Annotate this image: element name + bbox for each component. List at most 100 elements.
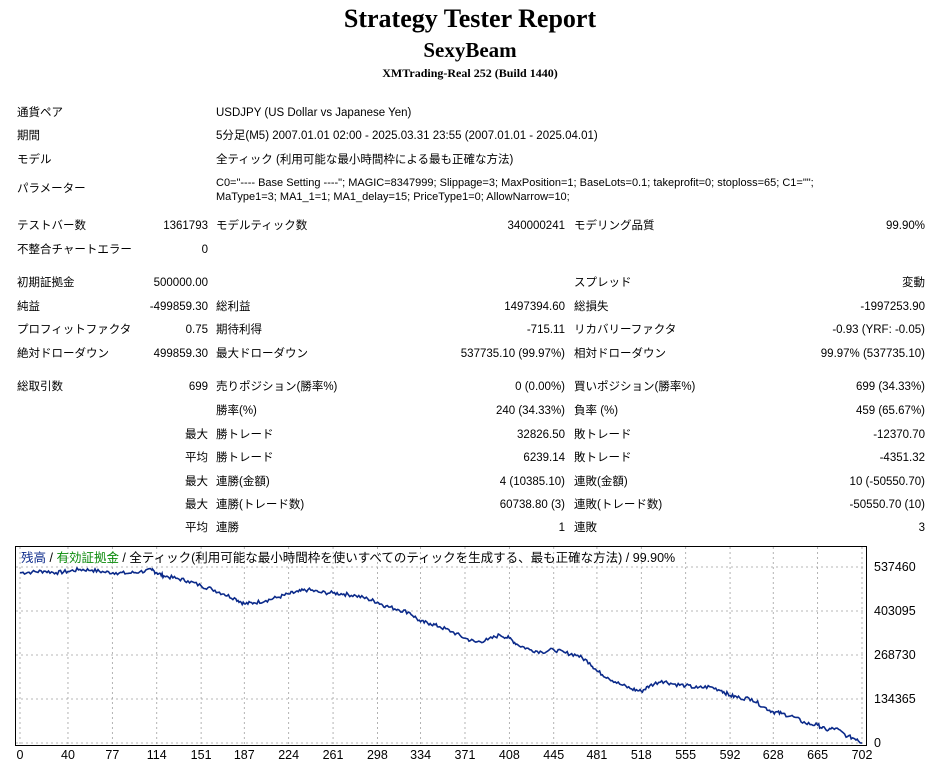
total-trades-label: 総取引数 — [17, 381, 63, 393]
expert-name: SexyBeam — [423, 38, 517, 62]
loss-rate-label: 負率 (%) — [574, 405, 619, 417]
avg-cons-win-value: 1 — [558, 522, 565, 534]
model-label: モデル — [17, 154, 52, 166]
largest-label: 最大 — [185, 429, 208, 441]
bars-label: テストバー数 — [17, 220, 86, 232]
expected-payoff-label: 期待利得 — [216, 324, 262, 336]
net-profit-label: 純益 — [17, 301, 40, 313]
spread-value: 変動 — [902, 277, 925, 289]
mismatch-label: 不整合チャートエラー — [17, 244, 132, 256]
y-tick-label: 403095 — [874, 604, 916, 618]
gross-profit-label: 総利益 — [216, 301, 251, 313]
x-tick-label: 628 — [762, 748, 784, 762]
win-rate-value: 240 (34.33%) — [495, 405, 565, 417]
profit-factor-value: 0.75 — [185, 324, 208, 336]
x-tick-label: 298 — [366, 748, 388, 762]
x-tick-label: 518 — [630, 748, 652, 762]
x-tick-label: 0 — [16, 748, 24, 762]
max-cons-win-count-value: 60738.80 (3) — [499, 499, 565, 511]
quality-value: 99.90% — [885, 220, 925, 232]
net-profit-value: -499859.30 — [149, 301, 208, 313]
balance-chart-plot — [16, 547, 866, 745]
x-tick-label: 481 — [586, 748, 608, 762]
avg-win-value: 6239.14 — [523, 452, 565, 464]
symbol-value: USDJPY (US Dollar vs Japanese Yen) — [216, 107, 412, 119]
max-cons-loss-amount-value: 10 (-50550.70) — [849, 476, 925, 488]
spread-label: スプレッド — [574, 277, 632, 289]
max-cons-win-amount-value: 4 (10385.10) — [499, 476, 565, 488]
abs-drawdown-value: 499859.30 — [153, 348, 208, 360]
balance-line — [20, 566, 862, 744]
gross-loss-label: 総損失 — [574, 301, 609, 313]
params-label: パラメーター — [17, 183, 86, 195]
total-trades-value: 699 — [188, 381, 208, 393]
max-cons-loss-amount-label: 連敗(金額) — [574, 476, 628, 488]
ticks-label: モデルティック数 — [216, 220, 308, 232]
largest-loss-value: -12370.70 — [873, 429, 925, 441]
gross-profit-value: 1497394.60 — [504, 301, 565, 313]
x-tick-label: 261 — [322, 748, 344, 762]
avg-cons-loss-label: 連敗 — [574, 522, 597, 534]
server-info: XMTrading-Real 252 (Build 1440) — [382, 66, 558, 80]
x-tick-label: 77 — [105, 748, 120, 762]
profit-factor-label: プロフィットファクタ — [17, 324, 132, 336]
x-tick-label: 445 — [543, 748, 565, 762]
balance-chart — [15, 546, 867, 746]
report-title: Strategy Tester Report — [343, 4, 597, 33]
avg-loss-label: 敗トレード — [574, 452, 632, 464]
rel-drawdown-label: 相対ドローダウン — [574, 348, 666, 360]
legend-separator-1: / — [46, 551, 57, 565]
legend-separator-2: / — [118, 551, 130, 565]
avg-loss-value: -4351.32 — [879, 452, 925, 464]
period-label: 期間 — [17, 130, 40, 142]
gross-loss-value: -1997253.90 — [860, 301, 925, 313]
recovery-factor-label: リカバリーファクタ — [574, 324, 677, 336]
x-tick-label: 555 — [675, 748, 697, 762]
max-cons-win-count-label: 連勝(トレード数) — [216, 499, 305, 511]
rel-drawdown-value: 99.97% (537735.10) — [820, 348, 925, 360]
deposit-value: 500000.00 — [153, 277, 208, 289]
x-tick-label: 371 — [454, 748, 476, 762]
x-tick-label: 702 — [851, 748, 873, 762]
avg-win-label: 勝トレード — [216, 452, 274, 464]
long-positions-label: 買いポジション(勝率%) — [574, 381, 696, 393]
legend-model-info: 全ティック(利用可能な最小時間枠を使いすべてのティックを生成する、最も正確な方法… — [129, 551, 676, 565]
quality-label: モデリング品質 — [574, 220, 655, 232]
bars-value: 1361793 — [163, 220, 208, 232]
avg-cons-loss-value: 3 — [918, 522, 925, 534]
short-positions-label: 売りポジション(勝率%) — [216, 381, 338, 393]
ticks-value: 340000241 — [507, 220, 565, 232]
x-tick-label: 665 — [807, 748, 829, 762]
max-cons-loss-count-value: -50550.70 (10) — [849, 499, 925, 511]
symbol-label: 通貨ペア — [17, 107, 63, 119]
params-line-1: C0="---- Base Setting ----"; MAGIC=83479… — [216, 177, 814, 189]
x-tick-label: 40 — [61, 748, 75, 762]
legend-balance: 残高 — [21, 551, 47, 565]
abs-drawdown-label: 絶対ドローダウン — [17, 348, 109, 360]
avg-cons-label: 平均 — [185, 522, 208, 534]
loss-rate-value: 459 (65.67%) — [855, 405, 925, 417]
y-tick-label: 537460 — [874, 560, 916, 574]
max-cons-count-label: 最大 — [185, 499, 208, 511]
max-drawdown-label: 最大ドローダウン — [216, 348, 308, 360]
y-tick-label: 134365 — [874, 692, 916, 706]
avg-cons-win-label: 連勝 — [216, 522, 239, 534]
max-drawdown-value: 537735.10 (99.97%) — [460, 348, 565, 360]
short-positions-value: 0 (0.00%) — [515, 381, 565, 393]
largest-win-label: 勝トレード — [216, 429, 274, 441]
y-tick-label: 268730 — [874, 648, 916, 662]
max-cons-win-amount-label: 連勝(金額) — [216, 476, 270, 488]
legend-equity: 有効証拠金 — [56, 551, 119, 565]
largest-loss-label: 敗トレード — [574, 429, 632, 441]
params-line-2: MaType1=3; MA1_1=1; MA1_delay=15; PriceT… — [216, 191, 570, 203]
average-label: 平均 — [185, 452, 208, 464]
x-tick-label: 114 — [146, 748, 167, 762]
expected-payoff-value: -715.11 — [526, 324, 565, 336]
period-value: 5分足(M5) 2007.01.01 02:00 - 2025.03.31 23… — [216, 130, 598, 142]
x-tick-label: 187 — [233, 748, 255, 762]
x-tick-label: 151 — [190, 748, 212, 762]
x-tick-label: 592 — [719, 748, 741, 762]
x-tick-label: 408 — [498, 748, 520, 762]
deposit-label: 初期証拠金 — [17, 277, 75, 289]
largest-win-value: 32826.50 — [517, 429, 565, 441]
